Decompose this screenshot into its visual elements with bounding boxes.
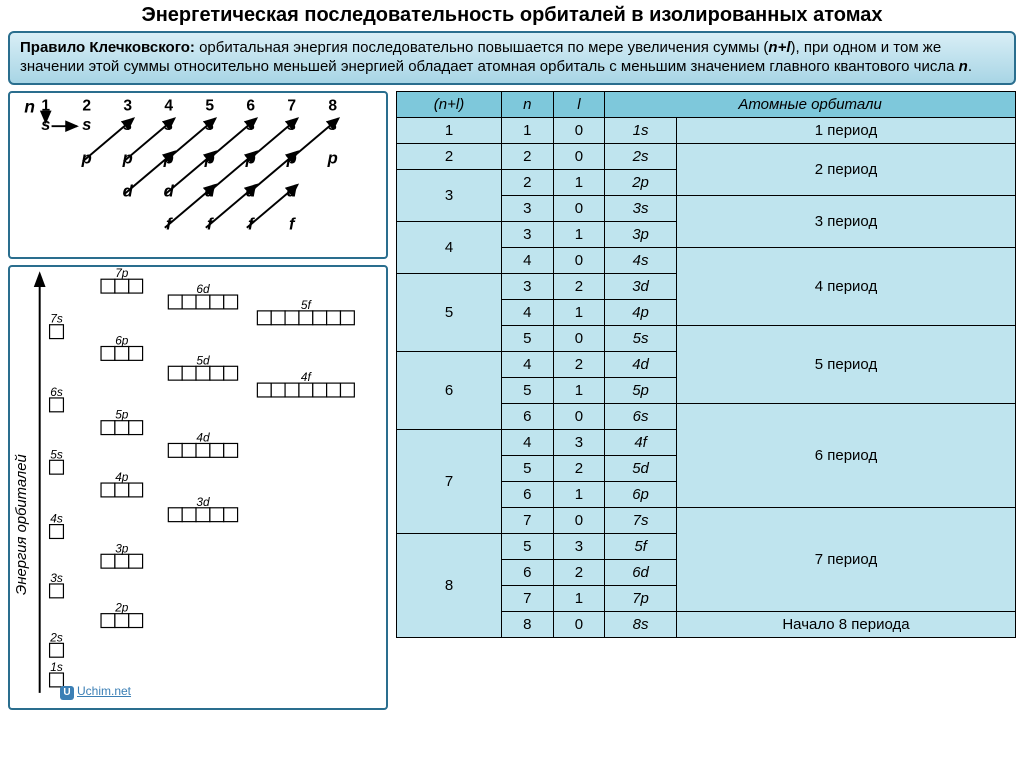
watermark-link[interactable]: Uchim.net — [77, 684, 131, 698]
orbital-table: (n+l)nlАтомные орбитали1101s1 период2202… — [396, 91, 1016, 710]
svg-text:Энергия орбиталей: Энергия орбиталей — [14, 454, 30, 595]
svg-text:5: 5 — [205, 97, 214, 114]
watermark: UUchim.net — [60, 684, 131, 700]
energy-diagram: Энергия орбиталей 1s 2s 2p 3s 3p 4s 3d 4p 5s 4d 5p 6… — [8, 265, 388, 710]
svg-text:4p: 4p — [115, 470, 129, 484]
svg-text:4s: 4s — [50, 511, 63, 525]
svg-text:3s: 3s — [50, 570, 63, 584]
svg-text:s: s — [82, 115, 91, 134]
svg-text:5p: 5p — [115, 407, 129, 421]
page-title: Энергетическая последовательность орбита… — [8, 4, 1016, 27]
svg-text:f: f — [289, 214, 296, 233]
svg-text:6d: 6d — [196, 282, 210, 296]
svg-text:5f: 5f — [301, 297, 313, 311]
svg-text:7p: 7p — [115, 267, 129, 280]
svg-text:2s: 2s — [49, 630, 63, 644]
svg-text:p: p — [327, 148, 338, 167]
uchim-icon: U — [60, 686, 74, 700]
svg-text:6p: 6p — [115, 333, 129, 347]
svg-text:6s: 6s — [50, 384, 63, 398]
svg-text:6: 6 — [246, 97, 255, 114]
svg-text:3: 3 — [123, 97, 132, 114]
svg-text:n: n — [24, 96, 35, 116]
svg-text:2p: 2p — [114, 600, 129, 614]
svg-text:d: d — [287, 181, 298, 200]
svg-text:8: 8 — [328, 97, 337, 114]
svg-text:5s: 5s — [50, 447, 63, 461]
svg-text:3p: 3p — [115, 541, 129, 555]
svg-text:4f: 4f — [301, 370, 313, 384]
rule-box: Правило Клечковского: орбитальная энерги… — [8, 31, 1016, 85]
svg-text:3d: 3d — [196, 494, 210, 508]
svg-text:2: 2 — [82, 97, 91, 114]
svg-text:5d: 5d — [196, 353, 210, 367]
svg-text:7: 7 — [287, 97, 296, 114]
svg-text:4: 4 — [164, 97, 173, 114]
arrow-diagram: n12345678sssssssspppppppdddddffff — [8, 91, 388, 259]
svg-text:7s: 7s — [50, 311, 63, 325]
svg-text:4d: 4d — [196, 430, 210, 444]
svg-text:1: 1 — [41, 97, 50, 114]
svg-text:1s: 1s — [50, 660, 63, 674]
